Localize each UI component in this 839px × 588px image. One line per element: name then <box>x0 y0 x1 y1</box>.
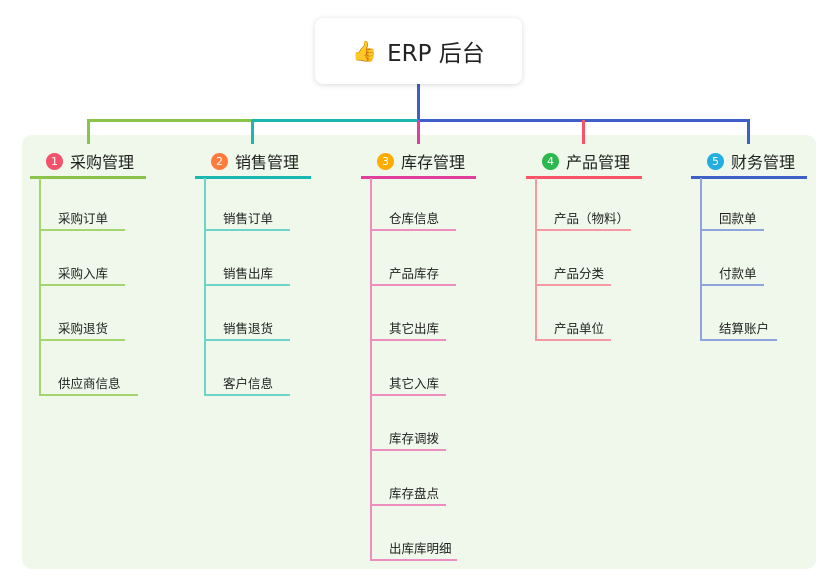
child-underline <box>370 339 446 341</box>
child-node[interactable]: 客户信息 <box>223 376 274 391</box>
child-connector <box>370 178 372 560</box>
child-node[interactable]: 产品分类 <box>554 266 605 281</box>
child-underline <box>535 229 631 231</box>
child-underline <box>370 559 457 561</box>
child-node[interactable]: 销售订单 <box>223 211 274 226</box>
child-node[interactable]: 采购入库 <box>58 266 109 281</box>
child-underline <box>700 339 777 341</box>
number-badge-icon: 2 <box>211 152 228 170</box>
child-node[interactable]: 出库库明细 <box>389 541 452 556</box>
number-badge-icon: 3 <box>377 152 394 170</box>
child-underline <box>39 229 125 231</box>
child-underline <box>39 339 125 341</box>
child-underline <box>535 284 611 286</box>
child-node[interactable]: 采购退货 <box>58 321 109 336</box>
branch-title: 销售管理 <box>235 153 300 172</box>
branch-header[interactable]: 3 库存管理 <box>377 150 465 172</box>
child-node[interactable]: 库存调拨 <box>389 431 440 446</box>
child-node[interactable]: 产品（物料） <box>554 211 630 226</box>
child-node[interactable]: 付款单 <box>719 266 757 281</box>
root-node[interactable]: 👍 ERP 后台 <box>315 18 522 84</box>
child-node[interactable]: 产品库存 <box>389 266 440 281</box>
branch-title: 财务管理 <box>731 153 796 172</box>
branch-underline <box>30 176 146 179</box>
branch-connector <box>251 120 254 144</box>
child-node[interactable]: 产品单位 <box>554 321 605 336</box>
branch-underline <box>526 176 642 179</box>
number-badge-icon: 1 <box>46 152 63 170</box>
child-underline <box>204 394 290 396</box>
child-connector <box>700 178 702 340</box>
diagram-background <box>22 135 816 569</box>
branch-header[interactable]: 5 财务管理 <box>707 150 795 172</box>
number-badge-icon: 5 <box>707 152 724 170</box>
branch-header[interactable]: 2 销售管理 <box>211 150 299 172</box>
branch-title: 库存管理 <box>401 153 466 172</box>
child-node[interactable]: 采购订单 <box>58 211 109 226</box>
number-badge-icon: 4 <box>542 152 559 170</box>
child-underline <box>700 284 764 286</box>
branch-connector <box>417 120 420 144</box>
child-underline <box>700 229 764 231</box>
branch-connector <box>747 120 750 144</box>
child-node[interactable]: 其它入库 <box>389 376 440 391</box>
child-node[interactable]: 供应商信息 <box>58 376 121 391</box>
branch-connector <box>582 120 585 144</box>
child-underline <box>370 229 456 231</box>
child-node[interactable]: 库存盘点 <box>389 486 440 501</box>
connector-horizontal <box>252 119 418 122</box>
child-node[interactable]: 结算账户 <box>719 321 770 336</box>
child-node[interactable]: 销售退货 <box>223 321 274 336</box>
branch-underline <box>691 176 807 179</box>
child-underline <box>370 284 456 286</box>
child-node[interactable]: 销售出库 <box>223 266 274 281</box>
child-underline <box>370 394 446 396</box>
child-underline <box>39 394 138 396</box>
child-underline <box>204 229 290 231</box>
child-connector <box>39 178 41 395</box>
root-connector <box>417 84 420 121</box>
root-title: ERP 后台 <box>387 41 485 67</box>
child-node[interactable]: 仓库信息 <box>389 211 440 226</box>
child-underline <box>39 284 125 286</box>
branch-title: 产品管理 <box>566 153 631 172</box>
connector-horizontal <box>87 119 253 122</box>
child-connector <box>204 178 206 395</box>
child-underline <box>204 339 290 341</box>
branch-header[interactable]: 1 采购管理 <box>46 150 134 172</box>
branch-underline <box>195 176 311 179</box>
branch-underline <box>361 176 476 179</box>
child-node[interactable]: 其它出库 <box>389 321 440 336</box>
branch-title: 采购管理 <box>70 153 135 172</box>
branch-header[interactable]: 4 产品管理 <box>542 150 630 172</box>
child-underline <box>204 284 290 286</box>
branch-connector <box>87 120 90 144</box>
child-underline <box>370 449 446 451</box>
child-connector <box>535 178 537 340</box>
child-underline <box>535 339 611 341</box>
child-node[interactable]: 回款单 <box>719 211 757 226</box>
child-underline <box>370 504 446 506</box>
thumbs-up-icon: 👍 <box>352 39 378 63</box>
